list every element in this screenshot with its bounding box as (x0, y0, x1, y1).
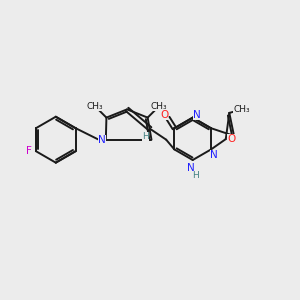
Text: CH₃: CH₃ (233, 105, 250, 114)
Text: H: H (142, 132, 149, 141)
Text: N: N (187, 163, 194, 173)
Text: CH₃: CH₃ (151, 102, 167, 111)
Text: N: N (210, 150, 218, 160)
Text: O: O (160, 110, 168, 120)
Text: CH₃: CH₃ (87, 102, 104, 111)
Text: F: F (26, 146, 32, 156)
Text: N: N (98, 135, 106, 145)
Text: H: H (192, 170, 198, 179)
Text: O: O (227, 134, 235, 144)
Text: N: N (193, 110, 201, 120)
